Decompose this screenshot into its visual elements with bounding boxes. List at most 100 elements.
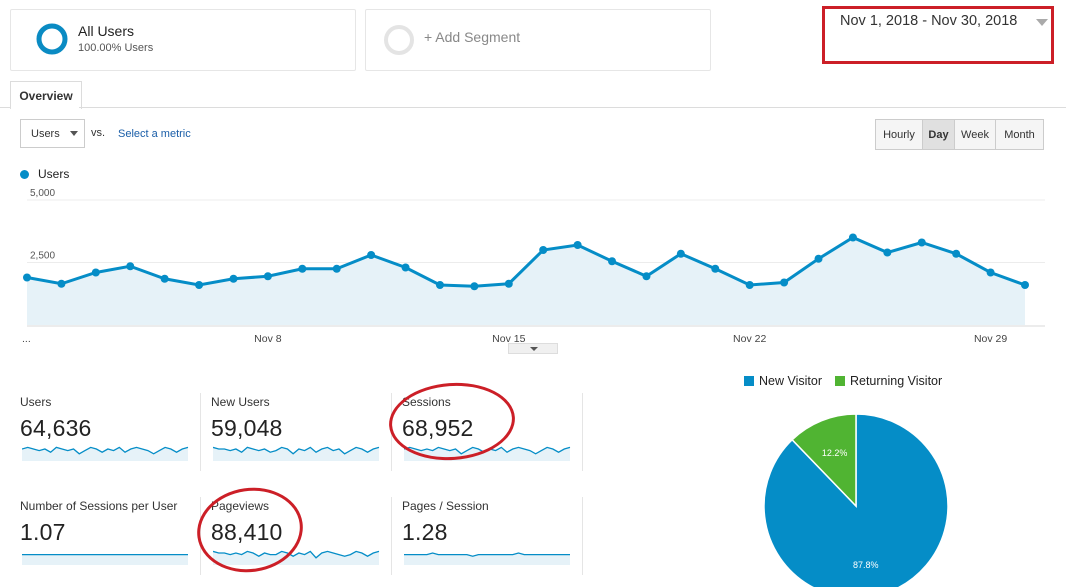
date-range-highlight [822,6,1054,64]
data-point[interactable] [126,262,135,271]
metric-sparkline [22,553,188,565]
empty-segment-icon [384,25,414,55]
metric-value: 88,410 [211,519,283,545]
date-range-picker[interactable]: Nov 1, 2018 - Nov 30, 2018 [824,8,1052,38]
users-line-chart: 5,000 2,500... Nov 8 Nov 15 Nov 22 Nov 29 [22,188,1045,345]
segment-title: All Users [78,23,135,39]
chevron-down-icon [1036,19,1048,26]
granularity-group: Hourly Day Week Month [875,119,1044,150]
metric-value: 68,952 [402,415,474,441]
metric-sparkline [213,550,380,565]
metric-divider [200,393,201,471]
metric-label: Users [20,395,52,409]
data-point[interactable] [745,281,754,289]
segment-donut-icon [36,23,68,55]
metric-sparkline [404,552,570,565]
metric-tile[interactable]: Users 64,636 [20,385,192,475]
metric-value: 59,048 [211,415,283,441]
data-point[interactable] [780,278,789,287]
add-segment-card[interactable]: + Add Segment [365,9,711,71]
tab-overview-label: Overview [19,88,73,103]
metric-tile[interactable]: Sessions 68,952 [402,385,574,475]
add-segment-label[interactable]: + Add Segment [424,29,521,45]
metric-tile[interactable]: Pages / Session 1.28 [402,489,574,579]
granularity-month-label: Month [1004,128,1035,141]
data-point[interactable] [573,241,582,249]
data-point[interactable] [160,274,169,283]
metric-label: New Users [211,395,270,409]
dropdown-caret-icon [69,131,78,136]
data-point[interactable] [298,264,307,273]
metric-sparkline [404,446,571,461]
granularity-week[interactable]: Week [954,119,996,150]
metric-select-label: Users [31,127,60,140]
data-point[interactable] [1021,281,1029,289]
granularity-hourly-label: Hourly [883,128,915,141]
data-point[interactable] [504,279,513,288]
granularity-day[interactable]: Day [922,119,955,150]
metrics-grid: Users 64,636 New Users 59,048 Sessions 68,952… [0,385,600,585]
metric-value: 1.07 [20,519,66,545]
metric-divider [582,497,583,575]
visitor-pie-chart: 87.8% 12.2% [763,413,949,587]
pie-slice[interactable] [791,413,857,508]
new-visitor-swatch [744,376,754,386]
select-metric-link[interactable]: Select a metric [118,128,191,140]
legend-series-label: Users [38,167,70,181]
data-point[interactable] [539,246,548,254]
y-tick-label: 2,500 [30,251,55,262]
data-point[interactable] [332,264,341,273]
metric-divider [391,497,392,575]
metric-label: Number of Sessions per User [20,499,178,513]
data-point[interactable] [367,251,376,259]
chart-collapse-handle[interactable] [508,343,558,354]
metric-tile[interactable]: Number of Sessions per User 1.07 [20,489,192,579]
data-point[interactable] [676,249,685,258]
metric-sparkline [22,446,189,461]
metric-sparkline [213,446,380,461]
users-area-fill [27,237,1025,325]
data-point[interactable] [711,264,720,273]
data-point[interactable] [848,233,857,242]
metric-select[interactable]: Users [20,119,85,148]
y-tick-label: 5,000 [30,188,55,199]
tab-underline [0,107,1066,108]
data-point[interactable] [229,274,238,283]
granularity-hourly[interactable]: Hourly [875,119,923,150]
data-point[interactable] [814,254,823,263]
segment-all-users[interactable]: All Users 100.00% Users [10,9,356,71]
metric-value: 64,636 [20,415,92,441]
legend-dot-icon [20,169,29,179]
granularity-day-label: Day [928,128,949,141]
pie-slice-label: 12.2% [822,448,848,458]
data-point[interactable] [608,257,617,266]
data-point[interactable] [642,272,651,281]
metric-tile[interactable]: New Users 59,048 [211,385,383,475]
data-point[interactable] [195,281,204,289]
data-point[interactable] [401,263,410,272]
vs-label: vs. [91,127,106,139]
data-point[interactable] [883,248,892,257]
users-series-line [26,235,1026,288]
data-point[interactable] [263,272,272,281]
data-point[interactable] [917,238,926,247]
data-point[interactable] [952,249,961,258]
data-point[interactable] [435,281,444,289]
x-tick-label: Nov 29 [974,333,1007,345]
metric-label: Sessions [402,395,451,409]
metric-tile[interactable]: Pageviews 88,410 [211,489,383,579]
data-point[interactable] [91,268,100,277]
tab-overview[interactable]: Overview [10,81,82,109]
x-tick-label: ... [22,333,31,345]
data-point[interactable] [23,273,31,282]
granularity-month[interactable]: Month [995,119,1044,150]
date-range-label: Nov 1, 2018 - Nov 30, 2018 [840,13,1018,29]
data-point[interactable] [986,268,995,277]
chevron-down-icon [530,347,538,351]
data-point[interactable] [57,279,66,288]
data-point[interactable] [470,282,479,291]
metric-value: 1.28 [402,519,448,545]
new-visitor-label: New Visitor [759,374,822,388]
returning-visitor-swatch [834,376,845,386]
metric-divider [391,393,392,471]
